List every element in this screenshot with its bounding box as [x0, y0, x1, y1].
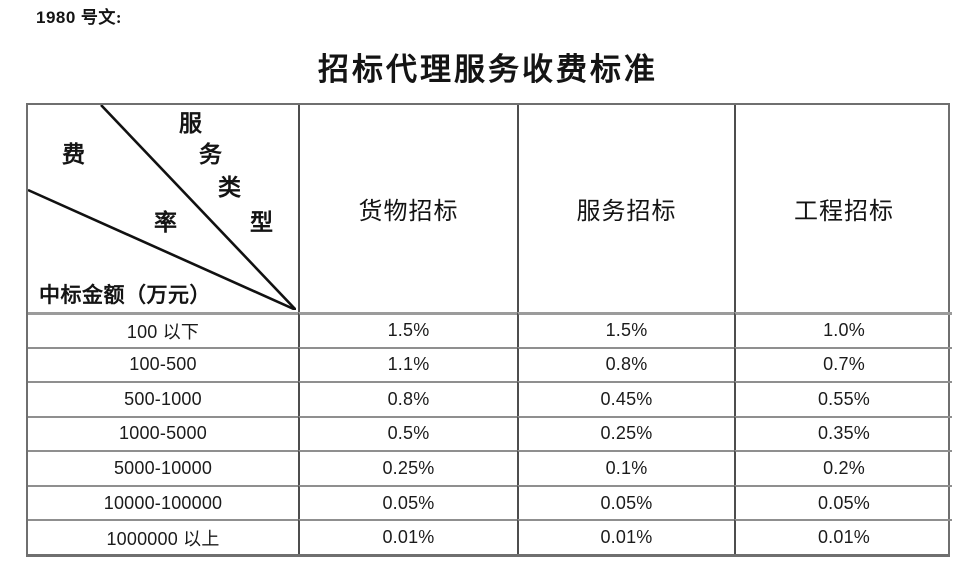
row-range: 100 以下 — [28, 312, 298, 347]
cell-works: 0.35% — [734, 415, 952, 451]
row-range: 1000000 以上 — [28, 519, 298, 554]
column-header-goods: 货物招标 — [298, 105, 517, 312]
cell-services: 1.5% — [517, 312, 734, 347]
doc-label: 号文: — [80, 8, 122, 27]
cell-services: 0.01% — [517, 519, 734, 554]
cell-goods: 0.25% — [298, 450, 517, 485]
fee-table: 服 务 类 型 费 率 中标金额（万元） 货物招标 服务招标 工程招标 100 … — [26, 103, 952, 557]
diagonal-lines — [28, 105, 296, 310]
row-range: 500-1000 — [28, 381, 298, 416]
cell-services: 0.45% — [517, 381, 734, 416]
cell-works: 0.7% — [734, 346, 952, 382]
cell-services: 0.05% — [517, 484, 734, 520]
row-axis-label: 中标金额（万元） — [39, 283, 211, 307]
row-range: 1000-5000 — [28, 415, 298, 451]
row-range: 5000-10000 — [28, 450, 298, 485]
cell-works: 0.55% — [734, 381, 952, 416]
cell-services: 0.25% — [517, 415, 734, 451]
cell-services: 0.1% — [517, 450, 734, 485]
cell-goods: 0.5% — [298, 415, 517, 451]
doc-number: 1980 — [36, 8, 76, 27]
corner-char-service-4: 型 — [250, 210, 273, 235]
column-header-services: 服务招标 — [517, 105, 734, 312]
cell-goods: 1.5% — [298, 312, 517, 347]
cell-goods: 0.01% — [298, 519, 517, 554]
column-header-works: 工程招标 — [734, 105, 952, 312]
corner-char-fee-2: 率 — [154, 210, 177, 235]
cell-works: 1.0% — [734, 312, 952, 347]
row-range: 100-500 — [28, 346, 298, 382]
cell-works: 0.2% — [734, 450, 952, 485]
cell-goods: 0.8% — [298, 381, 517, 416]
cell-goods: 1.1% — [298, 346, 517, 382]
corner-char-service-1: 服 — [179, 111, 202, 136]
corner-char-service-2: 务 — [199, 142, 222, 167]
cell-works: 0.05% — [734, 484, 952, 520]
cell-services: 0.8% — [517, 346, 734, 382]
row-range: 10000-100000 — [28, 484, 298, 520]
diagonal-header-cell: 服 务 类 型 费 率 中标金额（万元） — [28, 105, 298, 312]
cell-works: 0.01% — [734, 519, 952, 554]
page-title: 招标代理服务收费标准 — [318, 52, 658, 87]
corner-char-service-3: 类 — [218, 175, 241, 200]
doc-reference: 1980 号文: — [36, 6, 122, 30]
corner-char-fee-1: 费 — [62, 142, 85, 167]
cell-goods: 0.05% — [298, 484, 517, 520]
